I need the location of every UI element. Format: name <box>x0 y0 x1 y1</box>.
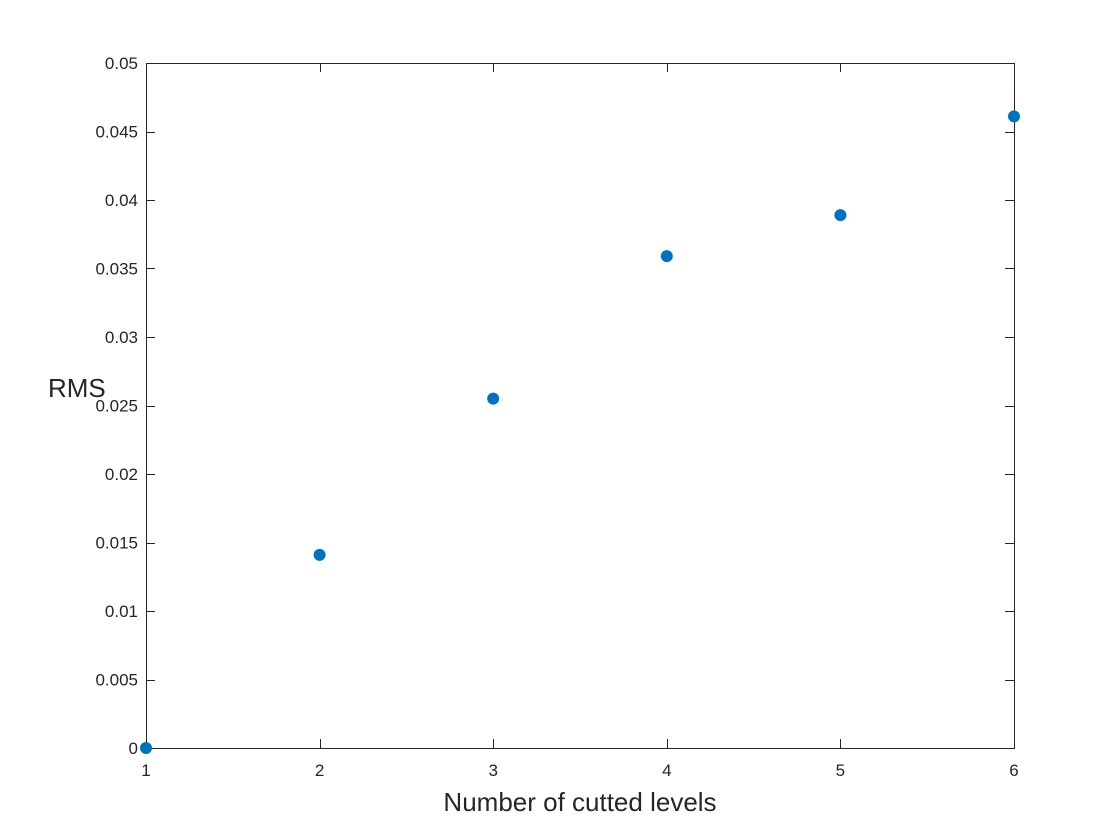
x-tick-label: 2 <box>315 761 324 780</box>
y-tick-label: 0 <box>129 739 138 758</box>
y-tick-label: 0.01 <box>105 602 138 621</box>
data-point <box>834 209 847 222</box>
data-point <box>1008 110 1020 123</box>
y-axis-label: RMS <box>48 373 106 403</box>
x-axis-label: Number of cutted levels <box>443 787 716 817</box>
y-tick-label: 0.045 <box>95 123 138 142</box>
y-tick-label: 0.04 <box>105 191 138 210</box>
y-tick-label: 0.02 <box>105 465 138 484</box>
y-tick-label: 0.03 <box>105 328 138 347</box>
y-tick-label: 0.025 <box>95 397 138 416</box>
data-point <box>313 548 326 561</box>
data-point <box>660 250 673 263</box>
x-tick-label: 1 <box>141 761 150 780</box>
y-tick-label: 0.05 <box>105 54 138 73</box>
plot-background <box>146 63 1014 748</box>
x-tick-label: 3 <box>488 761 497 780</box>
data-point <box>487 392 500 405</box>
y-tick-label: 0.015 <box>95 534 138 553</box>
x-tick-label: 5 <box>836 761 845 780</box>
x-tick-label: 6 <box>1009 761 1018 780</box>
data-point <box>140 742 152 754</box>
x-tick-label: 4 <box>662 761 671 780</box>
y-axis: 0 0.005 0.01 0.015 0.02 0.025 0.03 0.035 0.04 0.0… <box>95 54 1014 758</box>
y-tick-label: 0.005 <box>95 671 138 690</box>
data-points <box>140 110 1020 754</box>
y-tick-label: 0.035 <box>95 260 138 279</box>
